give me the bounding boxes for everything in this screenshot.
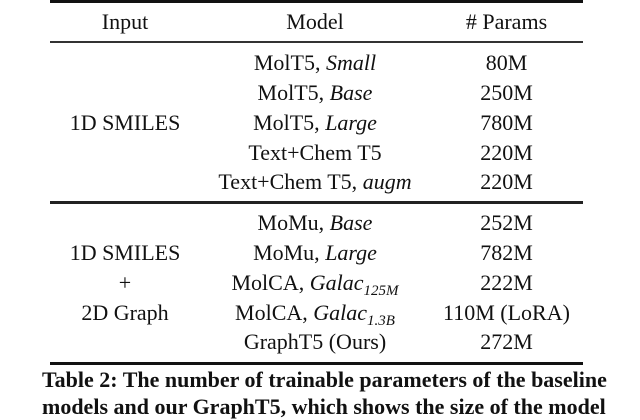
group2-input-label-line3: 2D Graph (81, 300, 169, 325)
table-row-model: MolT5, Large (253, 110, 377, 135)
table-row-params: 250M (480, 80, 533, 105)
header-rule (50, 41, 583, 43)
bottom-rule (50, 362, 583, 365)
caption-line-2: models and our GraphT5, which shows the … (42, 394, 606, 419)
group2-input-label-line1: 1D SMILES (69, 240, 181, 265)
table-row-model: MolCA, Galac1.3B (235, 300, 395, 329)
table-row-params: 80M (485, 50, 528, 75)
table-row-params: 272M (480, 329, 533, 354)
table-row-model: MoMu, Large (253, 240, 377, 265)
group2-input-label-line2: + (118, 270, 132, 295)
group-divider-rule (50, 201, 583, 204)
table-row-model: MolT5, Small (253, 50, 377, 75)
table-row-params: 110M (LoRA) (443, 300, 570, 325)
table-row-model: MoMu, Base (257, 210, 373, 235)
table-row-params: 220M (480, 140, 533, 165)
table-row-params: 252M (480, 210, 533, 235)
table-row-model: MolT5, Base (257, 80, 373, 105)
header-model: Model (286, 9, 344, 34)
header-params: # Params (465, 9, 548, 34)
table-row-model: MolCA, Galac125M (231, 270, 399, 299)
table-row-params: 782M (480, 240, 533, 265)
table-row-model: Text+Chem T5, augm (218, 169, 412, 194)
header-input: Input (101, 9, 149, 34)
table-row-params: 222M (480, 270, 533, 295)
table-row-model: GraphT5 (Ours) (243, 329, 387, 354)
table-row-model: Text+Chem T5 (248, 140, 382, 165)
table-caption: Table 2: The number of trainable paramet… (42, 366, 640, 420)
caption-line-1: Table 2: The number of trainable paramet… (42, 367, 607, 392)
table-row-params: 220M (480, 169, 533, 194)
top-rule (50, 0, 583, 3)
table-row-params: 780M (480, 110, 533, 135)
group1-input-label: 1D SMILES (69, 110, 181, 135)
